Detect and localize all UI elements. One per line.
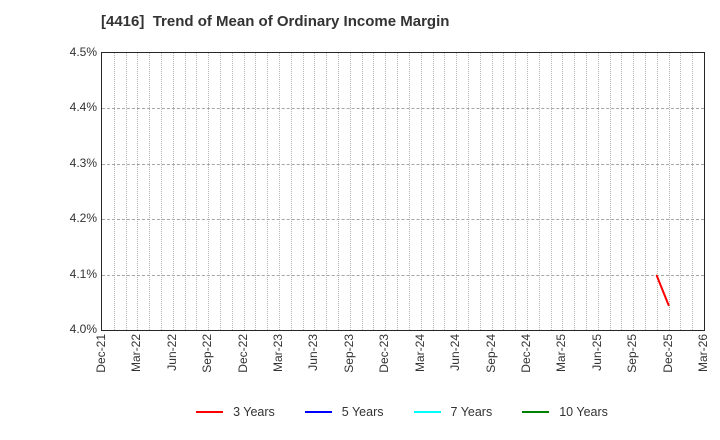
y-tick-label: 4.0% — [69, 322, 97, 336]
vertical-gridline — [208, 53, 210, 330]
vertical-gridline — [456, 53, 458, 330]
series-line-3-years — [655, 274, 670, 307]
vertical-gridline — [113, 53, 115, 330]
legend-item-7-years: 7 Years — [413, 405, 493, 419]
vertical-gridline — [432, 53, 434, 330]
vertical-gridline — [302, 53, 304, 330]
x-tick-label: Sep-25 — [625, 334, 640, 373]
vertical-gridline — [668, 53, 670, 330]
x-tick-label: Jun-24 — [448, 334, 463, 371]
x-tick-label: Dec-23 — [377, 334, 392, 373]
x-tick-label: Dec-24 — [518, 334, 533, 373]
vertical-gridline — [349, 53, 351, 330]
legend-label: 3 Years — [233, 405, 275, 419]
y-tick-label: 4.2% — [69, 211, 97, 226]
vertical-gridline — [597, 53, 599, 330]
vertical-gridline — [314, 53, 316, 330]
vertical-gridline — [503, 53, 505, 330]
vertical-gridline — [585, 53, 587, 330]
vertical-gridline — [161, 53, 163, 330]
vertical-gridline — [408, 53, 410, 330]
x-tick-label: Sep-23 — [341, 334, 356, 373]
vertical-gridline — [149, 53, 151, 330]
vertical-gridline — [609, 53, 611, 330]
vertical-gridline — [656, 53, 658, 330]
vertical-gridline — [562, 53, 564, 330]
legend-label: 7 Years — [450, 405, 493, 419]
legend-item-5-years: 5 Years — [304, 405, 384, 419]
x-tick-label: Mar-23 — [271, 334, 286, 373]
legend-item-10-years: 10 Years — [522, 405, 608, 419]
y-tick-label: 4.4% — [69, 100, 97, 115]
legend-line-swatch — [522, 411, 550, 413]
vertical-gridline — [290, 53, 292, 330]
vertical-gridline — [680, 53, 682, 330]
vertical-gridline — [644, 53, 646, 330]
vertical-gridline — [550, 53, 552, 330]
vertical-gridline — [538, 53, 540, 330]
legend-item-3-years: 3 Years — [196, 405, 275, 419]
legend-label: 5 Years — [341, 405, 384, 419]
horizontal-gridline — [102, 108, 704, 110]
vertical-gridline — [184, 53, 186, 330]
vertical-gridline — [397, 53, 399, 330]
vertical-gridline — [326, 53, 328, 330]
vertical-gridline — [231, 53, 233, 330]
vertical-gridline — [491, 53, 493, 330]
x-tick-label: Sep-24 — [483, 334, 498, 373]
vertical-gridline — [467, 53, 469, 330]
legend-line-swatch — [413, 411, 441, 413]
vertical-gridline — [515, 53, 517, 330]
vertical-gridline — [255, 53, 257, 330]
horizontal-gridline — [102, 163, 704, 165]
vertical-gridline — [279, 53, 281, 330]
vertical-gridline — [361, 53, 363, 330]
vertical-gridline — [267, 53, 269, 330]
vertical-gridline — [125, 53, 127, 330]
vertical-gridline — [172, 53, 174, 330]
x-tick-label: Mar-25 — [554, 334, 569, 373]
vertical-gridline — [692, 53, 694, 330]
vertical-gridline — [420, 53, 422, 330]
x-tick-label: Sep-22 — [200, 334, 215, 373]
x-tick-label: Dec-21 — [94, 334, 108, 373]
vertical-gridline — [526, 53, 528, 330]
legend-line-swatch — [304, 411, 332, 413]
x-tick-label: Dec-25 — [660, 334, 675, 373]
x-tick-label: Mar-22 — [129, 334, 144, 373]
x-tick-label: Mar-26 — [696, 334, 710, 373]
y-tick-label: 4.5% — [69, 45, 97, 59]
y-tick-label: 4.3% — [69, 155, 97, 170]
horizontal-gridline — [102, 219, 704, 221]
horizontal-gridline — [102, 274, 704, 276]
legend: 3 Years 5 Years 7 Years 10 Years — [101, 405, 703, 419]
vertical-gridline — [243, 53, 245, 330]
vertical-gridline — [385, 53, 387, 330]
vertical-gridline — [373, 53, 375, 330]
y-tick-label: 4.1% — [69, 266, 97, 281]
series-layer — [655, 274, 670, 307]
x-tick-label: Jun-22 — [164, 334, 179, 371]
chart-title: [4416] Trend of Mean of Ordinary Income … — [101, 13, 450, 30]
vertical-gridline — [479, 53, 481, 330]
vertical-gridline — [196, 53, 198, 330]
vertical-gridline — [220, 53, 222, 330]
plot-area — [101, 52, 705, 331]
legend-label: 10 Years — [559, 405, 608, 419]
x-tick-label: Jun-25 — [589, 334, 604, 371]
vertical-gridline — [444, 53, 446, 330]
vertical-gridline — [621, 53, 623, 330]
x-tick-label: Mar-24 — [412, 334, 427, 373]
x-tick-label: Jun-23 — [306, 334, 321, 371]
vertical-gridline — [137, 53, 139, 330]
vertical-gridline — [338, 53, 340, 330]
legend-line-swatch — [196, 411, 224, 413]
vertical-gridline — [574, 53, 576, 330]
vertical-gridline — [633, 53, 635, 330]
x-tick-label: Dec-22 — [235, 334, 250, 373]
